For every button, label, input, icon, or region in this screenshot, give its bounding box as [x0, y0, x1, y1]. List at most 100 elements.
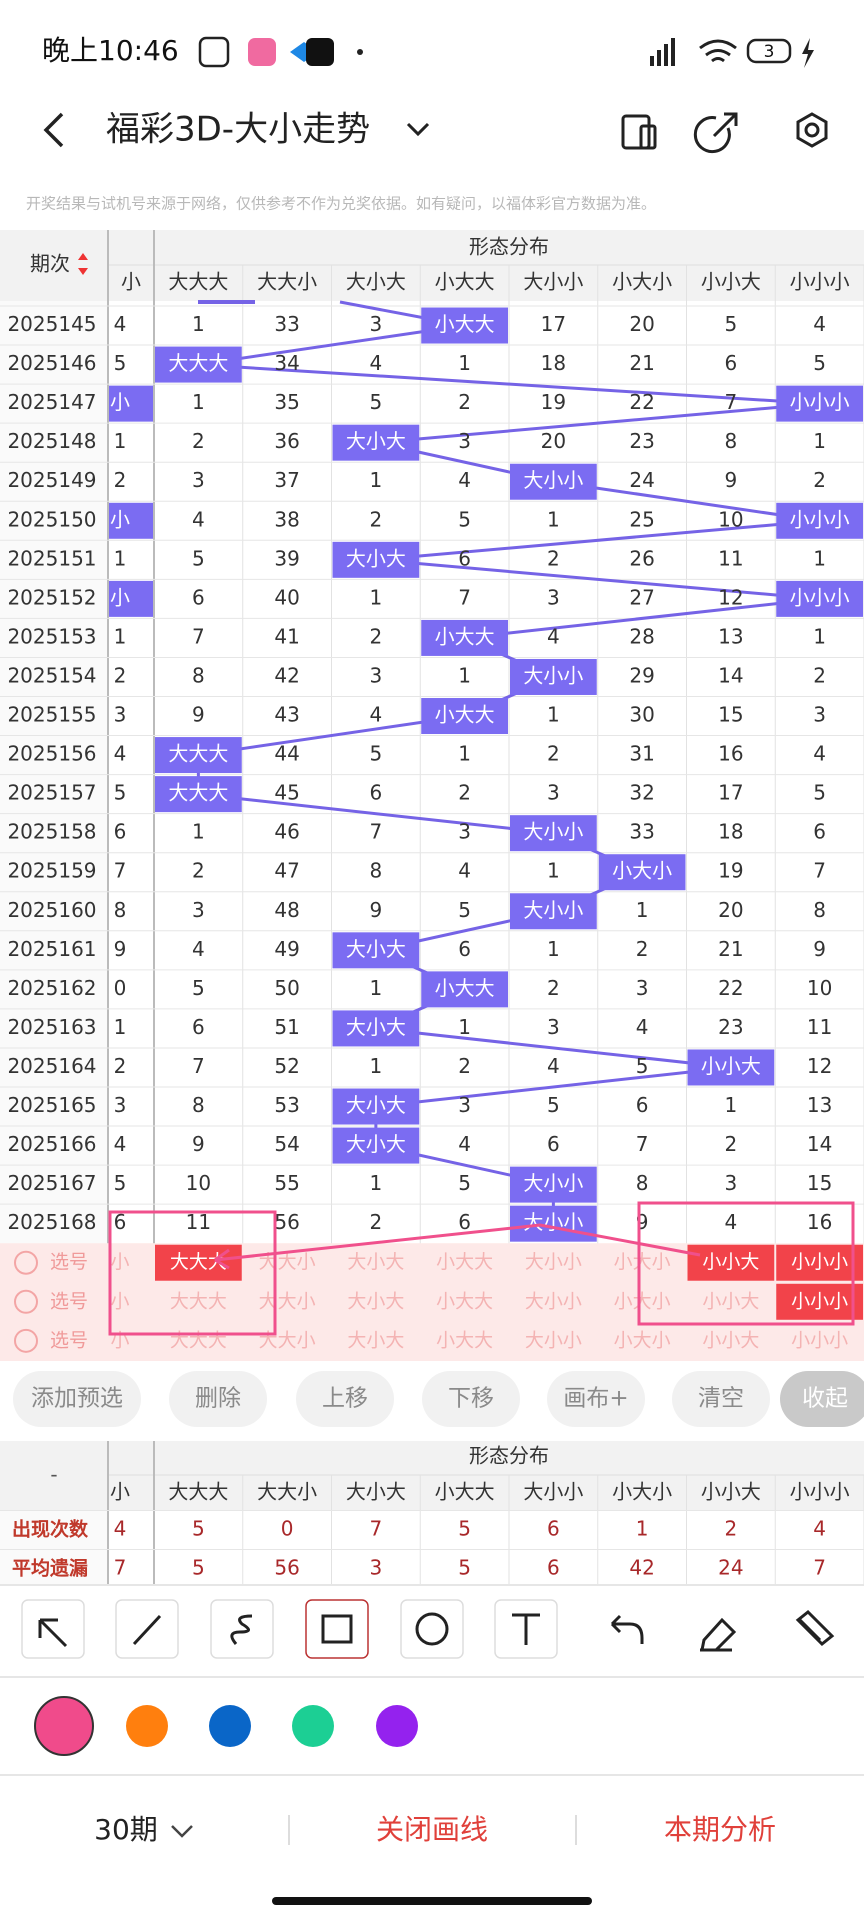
- action-button[interactable]: [422, 1371, 520, 1427]
- hit-label: 小小小: [790, 585, 850, 609]
- period: 2025145: [7, 312, 96, 336]
- trend-line: [375, 1065, 732, 1109]
- action-label[interactable]: 清空: [698, 1386, 744, 1412]
- selected-option[interactable]: 大大大: [170, 1251, 227, 1273]
- tool-arrow[interactable]: [21, 1599, 85, 1659]
- hit-cell: [510, 1166, 597, 1203]
- omission-count: 2: [370, 624, 383, 648]
- color-green[interactable]: [292, 1705, 334, 1747]
- omission-count: 4: [458, 468, 471, 492]
- omission-count: 19: [541, 390, 566, 414]
- period-select[interactable]: 30期: [94, 1813, 158, 1846]
- selected-cell: [776, 1244, 863, 1281]
- omission-count: 19: [718, 859, 743, 883]
- select-option[interactable]: 大小小: [525, 1290, 582, 1312]
- tool-curve[interactable]: [210, 1599, 274, 1659]
- tool-text[interactable]: [494, 1599, 558, 1659]
- color-orange[interactable]: [126, 1705, 168, 1747]
- share-button[interactable]: [693, 112, 738, 154]
- color-purple[interactable]: [376, 1705, 418, 1747]
- selected-cell: [687, 1244, 775, 1281]
- omission-count: 9: [370, 898, 383, 922]
- select-option[interactable]: 大大小: [259, 1290, 316, 1312]
- omission-count: 14: [718, 663, 743, 687]
- hit-cell: [332, 541, 420, 578]
- action-label[interactable]: 收起: [802, 1386, 848, 1412]
- select-option[interactable]: 小: [110, 1251, 129, 1273]
- omission-count: 44: [274, 742, 299, 766]
- select-option[interactable]: 大小大: [347, 1290, 404, 1312]
- color-pink[interactable]: [34, 1696, 94, 1756]
- omission-count: 1: [458, 663, 471, 687]
- select-option[interactable]: 大小小: [525, 1251, 582, 1273]
- analysis-button[interactable]: 本期分析: [664, 1813, 776, 1846]
- period: 2025151: [7, 546, 96, 570]
- omission-count: 1: [813, 429, 826, 453]
- tool-line[interactable]: [115, 1599, 179, 1659]
- select-option[interactable]: 小小大: [702, 1290, 759, 1312]
- action-button[interactable]: [672, 1371, 770, 1427]
- select-option[interactable]: 小: [110, 1290, 129, 1312]
- omission-count: 38: [274, 507, 299, 531]
- action-label[interactable]: 添加预选: [31, 1386, 123, 1412]
- action-button[interactable]: [780, 1371, 864, 1427]
- select-option[interactable]: 小大小: [614, 1290, 671, 1312]
- omission-count: 24: [629, 468, 654, 492]
- settings-button[interactable]: [796, 112, 828, 148]
- action-label[interactable]: 下移: [448, 1386, 494, 1412]
- selected-option[interactable]: 小小小: [791, 1251, 848, 1273]
- omission-count: 5: [725, 312, 738, 336]
- hit-cell: [510, 1205, 597, 1242]
- selected-option[interactable]: 小小小: [791, 1290, 848, 1312]
- select-option[interactable]: 大小大: [347, 1251, 404, 1273]
- layout-button[interactable]: [621, 114, 657, 150]
- select-option[interactable]: 小大小: [614, 1251, 671, 1273]
- omission-count: 10: [718, 507, 743, 531]
- tool-circle[interactable]: [400, 1599, 464, 1659]
- select-option[interactable]: 小大大: [436, 1251, 493, 1273]
- action-button[interactable]: [547, 1371, 645, 1427]
- select-label: 选号: [50, 1290, 88, 1312]
- selected-option[interactable]: 小小大: [702, 1251, 759, 1273]
- hit-label: 小: [110, 390, 130, 414]
- omission-count: 8: [192, 1093, 205, 1117]
- hit-cell: [510, 463, 597, 500]
- select-option[interactable]: 大大大: [170, 1290, 227, 1312]
- action-label[interactable]: 上移: [322, 1386, 368, 1412]
- hit-cell: [776, 502, 863, 539]
- tool-rect[interactable]: [305, 1599, 369, 1659]
- trend-line: [198, 792, 554, 835]
- action-button[interactable]: [296, 1371, 394, 1427]
- tool-eraser[interactable]: [700, 1617, 737, 1652]
- omission-count: 37: [274, 468, 299, 492]
- action-button[interactable]: [169, 1371, 267, 1427]
- action-button[interactable]: [13, 1371, 141, 1427]
- tool-undo[interactable]: [610, 1614, 644, 1644]
- select-option[interactable]: 小大小: [614, 1329, 671, 1351]
- period: 2025146: [7, 351, 96, 375]
- select-option[interactable]: 小小小: [791, 1329, 848, 1351]
- omission-count: 7: [813, 859, 826, 883]
- period: 2025167: [7, 1171, 96, 1195]
- select-option[interactable]: 小小大: [702, 1329, 759, 1351]
- action-bar: 添加预选 删除 上移 下移 画布+ 清空 收起: [0, 1361, 864, 1439]
- select-option[interactable]: 大大小: [259, 1251, 316, 1273]
- select-option[interactable]: 大小小: [525, 1329, 582, 1351]
- select-option[interactable]: 大小大: [347, 1329, 404, 1351]
- action-label[interactable]: 画布+: [563, 1386, 628, 1412]
- select-option[interactable]: 小大大: [436, 1290, 493, 1312]
- title-dropdown[interactable]: [406, 122, 430, 137]
- period: 2025162: [7, 976, 96, 1000]
- close-lines-button[interactable]: 关闭画线: [376, 1813, 488, 1846]
- omission-count: 6: [725, 351, 738, 375]
- period: 2025147: [7, 390, 96, 414]
- select-radio[interactable]: [14, 1250, 38, 1275]
- color-blue[interactable]: [209, 1705, 251, 1747]
- select-radio[interactable]: [14, 1328, 38, 1353]
- tool-clear[interactable]: [795, 1609, 835, 1647]
- action-label[interactable]: 删除: [195, 1386, 241, 1412]
- back-button[interactable]: [43, 112, 64, 148]
- select-radio[interactable]: [14, 1289, 38, 1314]
- select-option[interactable]: 小大大: [436, 1329, 493, 1351]
- hit-label: 大小小: [523, 1171, 583, 1195]
